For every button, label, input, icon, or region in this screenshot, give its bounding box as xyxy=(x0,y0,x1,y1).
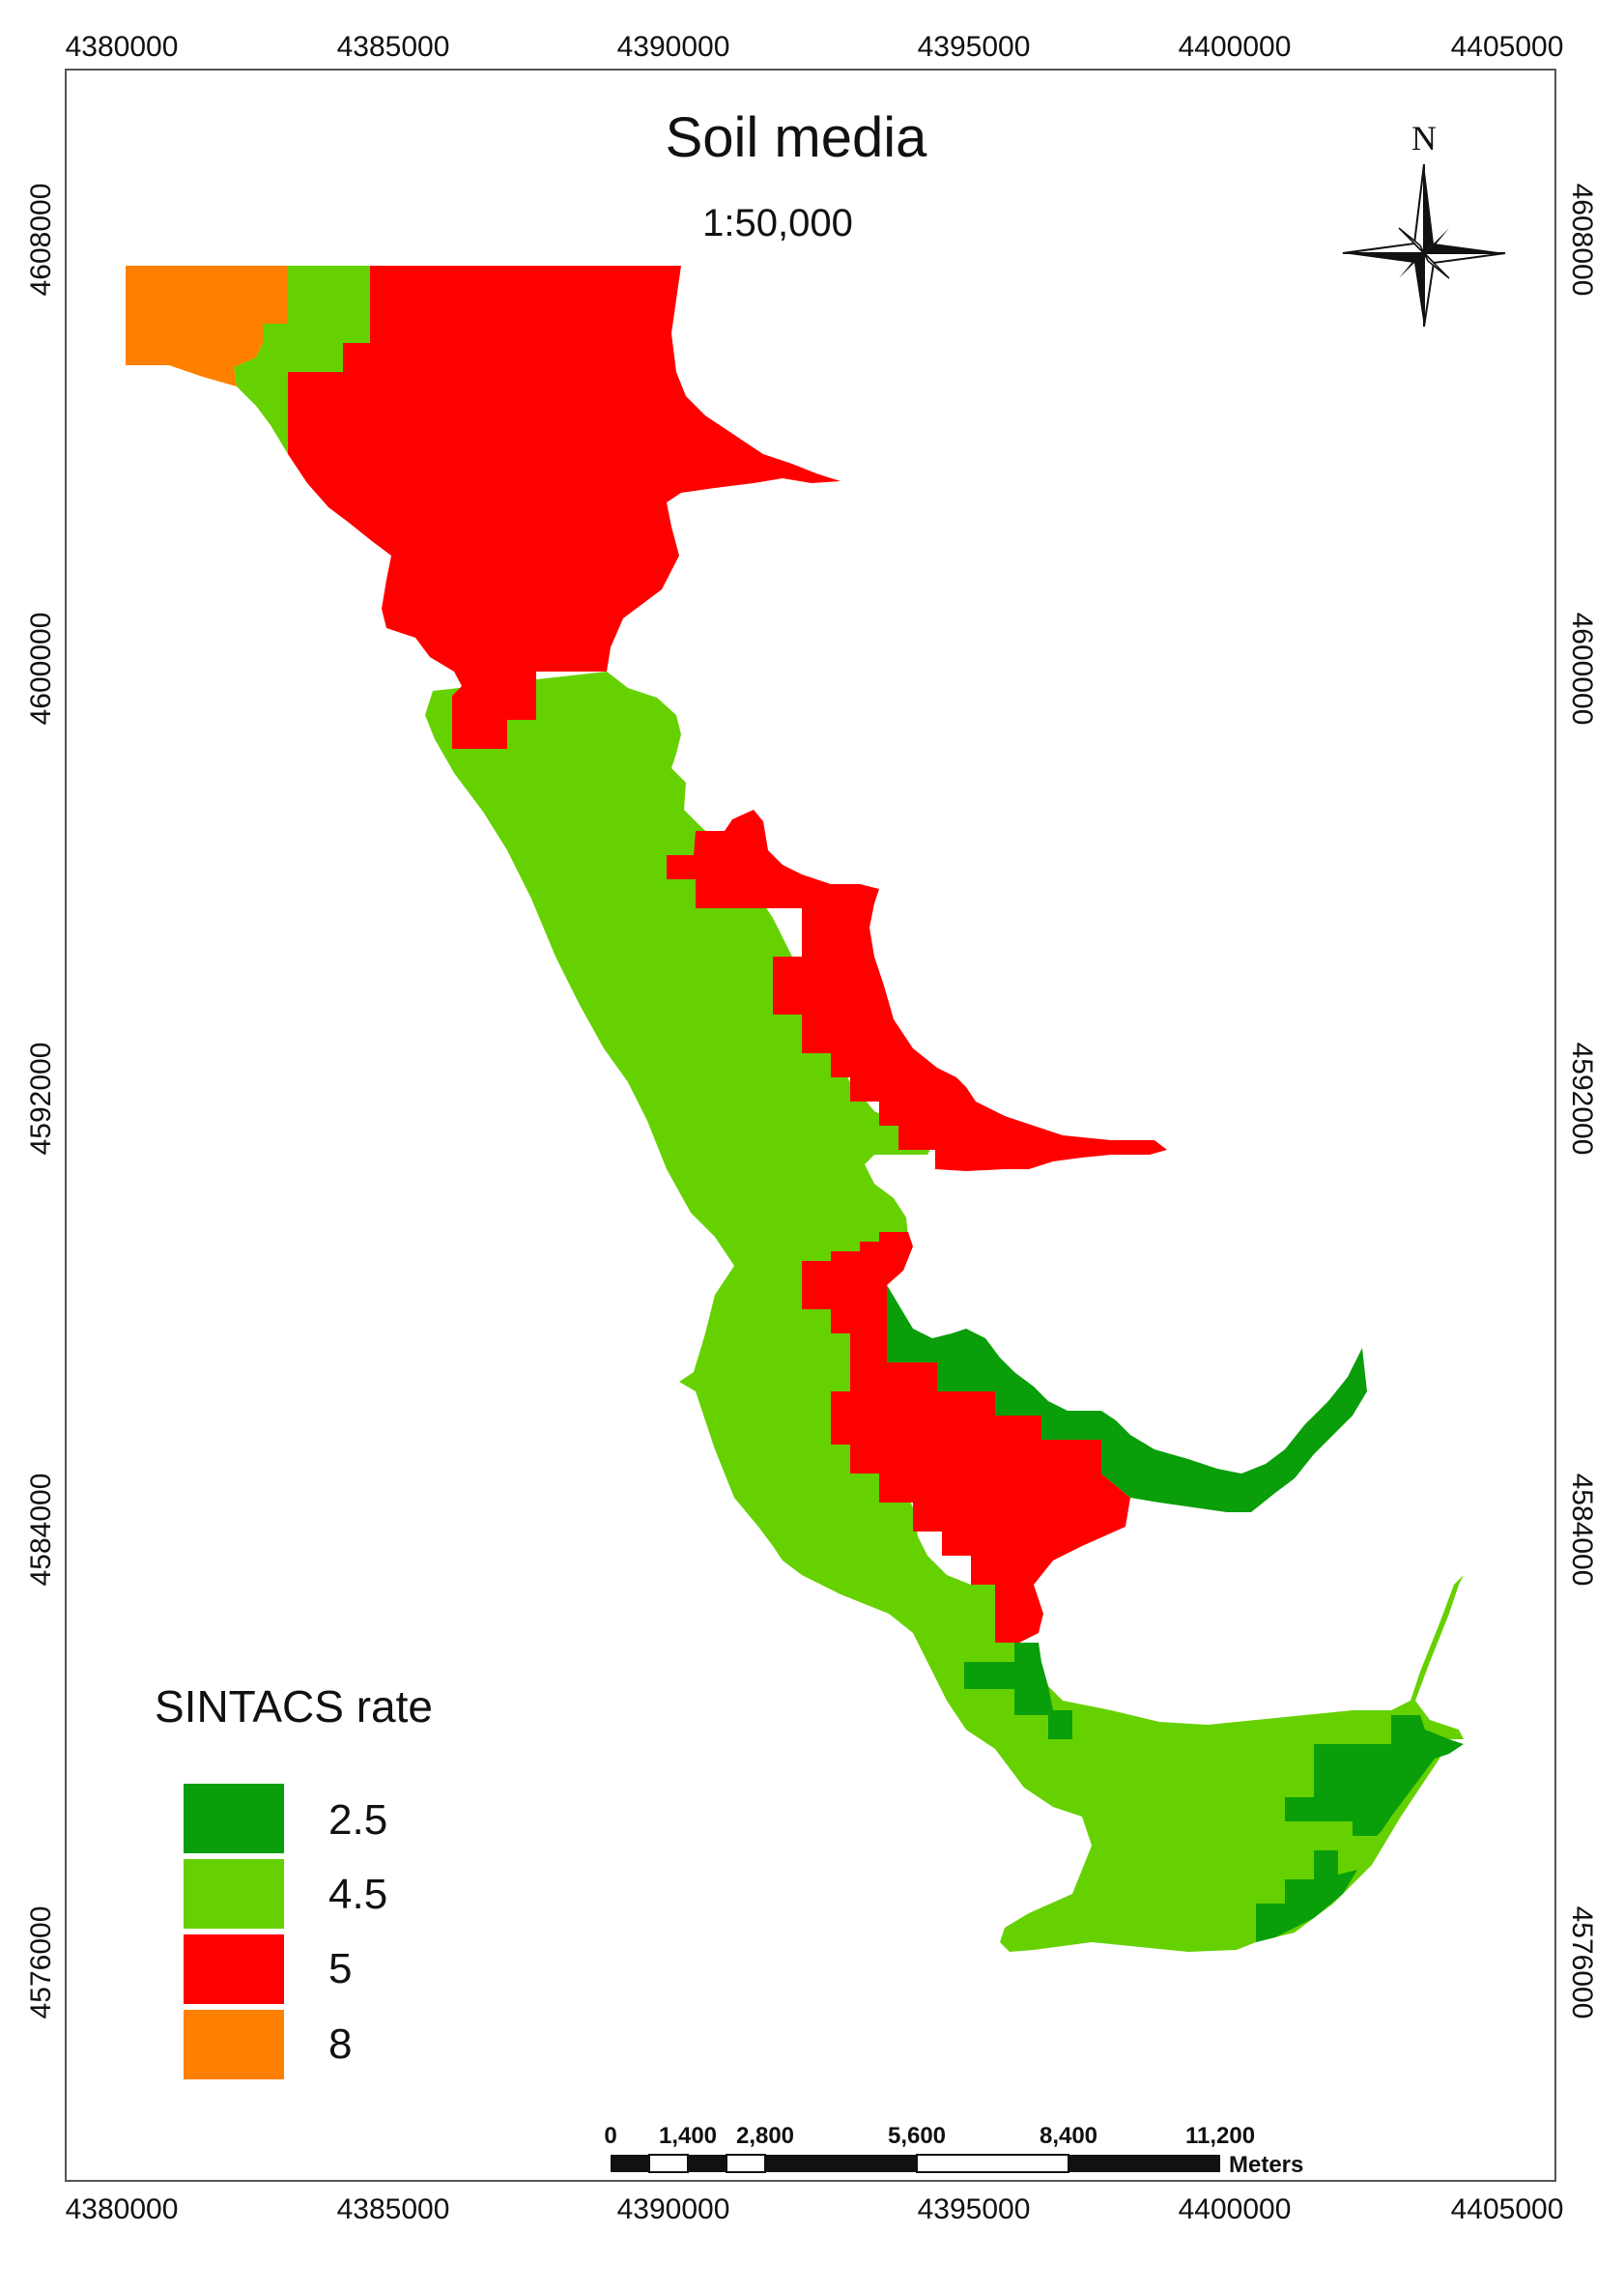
scale-bar-segment xyxy=(765,2155,917,2172)
north-arrow-icon xyxy=(1342,163,1506,328)
y-tick-left: 4600000 xyxy=(25,613,57,726)
scale-bar-label: 8,400 xyxy=(1040,2123,1097,2149)
x-tick-top: 4405000 xyxy=(1451,31,1564,63)
scale-bar-label: 5,600 xyxy=(888,2123,946,2149)
legend: SINTACS rate 2.5 4.5 5 8 xyxy=(155,1681,433,2079)
scale-bar-label: 2,800 xyxy=(736,2123,794,2149)
region-layer xyxy=(126,266,1464,1952)
legend-label: 4.5 xyxy=(328,1871,387,1918)
scale-bar-segment xyxy=(726,2154,766,2173)
region-rate-5-north xyxy=(288,266,840,749)
y-tick-right: 4576000 xyxy=(1566,1906,1598,2019)
scale-bar-segment xyxy=(611,2155,649,2172)
x-tick-top: 4395000 xyxy=(918,31,1031,63)
scale-bar-segment xyxy=(916,2154,1069,2173)
scale-bar-label: 11,200 xyxy=(1185,2123,1255,2149)
legend-label: 8 xyxy=(328,2020,352,2068)
scale-bar-segment xyxy=(688,2155,727,2172)
x-tick-bottom: 4400000 xyxy=(1179,2193,1292,2225)
legend-swatch-rate-5 xyxy=(184,1934,284,2004)
y-tick-right: 4584000 xyxy=(1566,1474,1598,1587)
y-tick-right: 4600000 xyxy=(1566,613,1598,726)
region-rate-2-5-southeast xyxy=(1256,1850,1357,1942)
scale-bar-label: 1,400 xyxy=(659,2123,717,2149)
map-title: Soil media xyxy=(666,106,928,169)
region-rate-5-middle xyxy=(667,810,1167,1171)
region-rate-4-5-northwest xyxy=(234,266,370,454)
region-rate-2-5-south-patch xyxy=(964,1643,1072,1739)
region-rate-8 xyxy=(126,266,287,387)
map-scale-ratio: 1:50,000 xyxy=(702,202,853,244)
x-tick-top: 4385000 xyxy=(337,31,450,63)
y-tick-right: 4592000 xyxy=(1566,1043,1598,1156)
region-rate-2-5-east xyxy=(887,1285,1367,1512)
x-tick-bottom: 4405000 xyxy=(1451,2193,1564,2225)
y-axis-right: 4608000 4600000 4592000 4584000 4576000 xyxy=(1566,184,1598,2019)
scale-bar-unit: Meters xyxy=(1229,2152,1303,2178)
y-tick-left: 4584000 xyxy=(25,1474,57,1587)
legend-label: 5 xyxy=(328,1945,352,1992)
y-tick-left: 4576000 xyxy=(25,1906,57,2019)
x-tick-bottom: 4385000 xyxy=(337,2193,450,2225)
scale-bar-segment xyxy=(648,2154,689,2173)
region-rate-5-south xyxy=(802,1232,1130,1643)
legend-title: SINTACS rate xyxy=(155,1681,433,1732)
legend-swatch-rate-8 xyxy=(184,2010,284,2079)
scale-bar-label: 0 xyxy=(604,2123,616,2149)
scale-bar-segment xyxy=(1068,2155,1220,2172)
x-tick-bottom: 4380000 xyxy=(66,2193,179,2225)
y-tick-right: 4608000 xyxy=(1566,184,1598,297)
x-tick-top: 4390000 xyxy=(617,31,730,63)
x-axis-top: 4380000 4385000 4390000 4395000 4400000 … xyxy=(66,31,1564,63)
region-rate-2-5-far-east xyxy=(1285,1715,1464,1836)
y-tick-left: 4592000 xyxy=(25,1043,57,1156)
legend-swatch-rate-4-5 xyxy=(184,1859,284,1929)
y-tick-left: 4608000 xyxy=(25,184,57,297)
y-axis-left: 4608000 4600000 4592000 4584000 4576000 xyxy=(25,184,57,2019)
region-rate-4-5 xyxy=(425,672,1464,1952)
x-tick-top: 4380000 xyxy=(66,31,179,63)
north-label: N xyxy=(1411,119,1437,158)
x-tick-top: 4400000 xyxy=(1179,31,1292,63)
x-tick-bottom: 4390000 xyxy=(617,2193,730,2225)
scale-bar: 0 1,400 2,800 5,600 8,400 11,200 Meters xyxy=(604,2123,1303,2178)
x-axis-bottom: 4380000 4385000 4390000 4395000 4400000 … xyxy=(66,2193,1564,2225)
legend-swatch-rate-2-5 xyxy=(184,1784,284,1853)
x-tick-bottom: 4395000 xyxy=(918,2193,1031,2225)
legend-label: 2.5 xyxy=(328,1796,387,1844)
